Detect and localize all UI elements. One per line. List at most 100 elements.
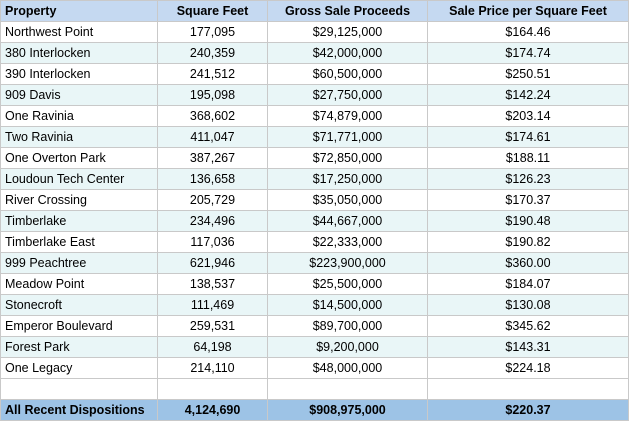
table-row: Timberlake 234,496 $44,667,000 $190.48 (0, 210, 629, 232)
cell-sale-price-per-sqft: $188.11 (427, 147, 629, 169)
cell-sale-price-per-sqft: $345.62 (427, 315, 629, 337)
total-row: All Recent Dispositions 4,124,690 $908,975… (0, 399, 629, 421)
cell-sale-price-per-sqft: $360.00 (427, 252, 629, 274)
cell-sale-price-per-sqft: $250.51 (427, 63, 629, 85)
cell-sale-price-per-sqft: $130.08 (427, 294, 629, 316)
cell-gross-sale-proceeds: $48,000,000 (267, 357, 428, 379)
cell-property: Timberlake East (0, 231, 158, 253)
cell-square-feet: 234,496 (157, 210, 268, 232)
empty-cell (267, 378, 428, 400)
cell-square-feet: 621,946 (157, 252, 268, 274)
empty-cell (0, 378, 158, 400)
cell-sale-price-per-sqft: $184.07 (427, 273, 629, 295)
cell-property: Timberlake (0, 210, 158, 232)
cell-sale-price-per-sqft: $142.24 (427, 84, 629, 106)
cell-square-feet: 177,095 (157, 21, 268, 43)
cell-gross-sale-proceeds: $35,050,000 (267, 189, 428, 211)
header-row: Property Square Feet Gross Sale Proceeds… (0, 0, 629, 22)
cell-square-feet: 214,110 (157, 357, 268, 379)
header-square-feet: Square Feet (157, 0, 268, 22)
cell-square-feet: 64,198 (157, 336, 268, 358)
cell-property: Stonecroft (0, 294, 158, 316)
table-row: Loudoun Tech Center 136,658 $17,250,000 $12… (0, 168, 629, 190)
cell-gross-sale-proceeds: $72,850,000 (267, 147, 428, 169)
cell-property: 909 Davis (0, 84, 158, 106)
cell-gross-sale-proceeds: $42,000,000 (267, 42, 428, 64)
cell-property: Northwest Point (0, 21, 158, 43)
empty-cell (157, 378, 268, 400)
cell-property: River Crossing (0, 189, 158, 211)
total-square-feet: 4,124,690 (157, 399, 268, 421)
cell-sale-price-per-sqft: $164.46 (427, 21, 629, 43)
cell-sale-price-per-sqft: $143.31 (427, 336, 629, 358)
table-body: Northwest Point 177,095 $29,125,000 $164.46… (0, 21, 629, 421)
cell-square-feet: 411,047 (157, 126, 268, 148)
cell-gross-sale-proceeds: $89,700,000 (267, 315, 428, 337)
table-row: River Crossing 205,729 $35,050,000 $170.37 (0, 189, 629, 211)
cell-property: One Legacy (0, 357, 158, 379)
table-row: 909 Davis 195,098 $27,750,000 $142.24 (0, 84, 629, 106)
cell-gross-sale-proceeds: $223,900,000 (267, 252, 428, 274)
cell-property: 390 Interlocken (0, 63, 158, 85)
cell-square-feet: 205,729 (157, 189, 268, 211)
cell-sale-price-per-sqft: $174.61 (427, 126, 629, 148)
cell-gross-sale-proceeds: $71,771,000 (267, 126, 428, 148)
spacer-row (0, 378, 629, 400)
cell-property: 380 Interlocken (0, 42, 158, 64)
cell-square-feet: 117,036 (157, 231, 268, 253)
cell-gross-sale-proceeds: $29,125,000 (267, 21, 428, 43)
cell-sale-price-per-sqft: $190.82 (427, 231, 629, 253)
table-row: Stonecroft 111,469 $14,500,000 $130.08 (0, 294, 629, 316)
cell-sale-price-per-sqft: $224.18 (427, 357, 629, 379)
total-sale-price-per-sqft: $220.37 (427, 399, 629, 421)
cell-property: Meadow Point (0, 273, 158, 295)
table-row: 380 Interlocken 240,359 $42,000,000 $174.74 (0, 42, 629, 64)
cell-property: Loudoun Tech Center (0, 168, 158, 190)
cell-gross-sale-proceeds: $17,250,000 (267, 168, 428, 190)
cell-gross-sale-proceeds: $22,333,000 (267, 231, 428, 253)
header-gross-sale-proceeds: Gross Sale Proceeds (267, 0, 428, 22)
cell-property: One Ravinia (0, 105, 158, 127)
table-row: Northwest Point 177,095 $29,125,000 $164.46 (0, 21, 629, 43)
cell-sale-price-per-sqft: $203.14 (427, 105, 629, 127)
cell-square-feet: 111,469 (157, 294, 268, 316)
header-sale-price-per-sqft: Sale Price per Square Feet (427, 0, 629, 22)
cell-gross-sale-proceeds: $60,500,000 (267, 63, 428, 85)
total-gross-sale-proceeds: $908,975,000 (267, 399, 428, 421)
cell-square-feet: 387,267 (157, 147, 268, 169)
table-row: 390 Interlocken 241,512 $60,500,000 $250.51 (0, 63, 629, 85)
cell-square-feet: 138,537 (157, 273, 268, 295)
table-row: One Overton Park 387,267 $72,850,000 $188.1… (0, 147, 629, 169)
table-row: Emperor Boulevard 259,531 $89,700,000 $345.… (0, 315, 629, 337)
cell-square-feet: 195,098 (157, 84, 268, 106)
table-row: Meadow Point 138,537 $25,500,000 $184.07 (0, 273, 629, 295)
cell-property: Forest Park (0, 336, 158, 358)
total-property: All Recent Dispositions (0, 399, 158, 421)
table-row: Forest Park 64,198 $9,200,000 $143.31 (0, 336, 629, 358)
table-row: Two Ravinia 411,047 $71,771,000 $174.61 (0, 126, 629, 148)
table-row: One Ravinia 368,602 $74,879,000 $203.14 (0, 105, 629, 127)
cell-property: Two Ravinia (0, 126, 158, 148)
cell-sale-price-per-sqft: $190.48 (427, 210, 629, 232)
cell-square-feet: 241,512 (157, 63, 268, 85)
cell-square-feet: 240,359 (157, 42, 268, 64)
cell-sale-price-per-sqft: $126.23 (427, 168, 629, 190)
cell-square-feet: 368,602 (157, 105, 268, 127)
cell-gross-sale-proceeds: $9,200,000 (267, 336, 428, 358)
header-property: Property (0, 0, 158, 22)
cell-square-feet: 259,531 (157, 315, 268, 337)
cell-property: 999 Peachtree (0, 252, 158, 274)
cell-gross-sale-proceeds: $14,500,000 (267, 294, 428, 316)
table-row: One Legacy 214,110 $48,000,000 $224.18 (0, 357, 629, 379)
cell-gross-sale-proceeds: $25,500,000 (267, 273, 428, 295)
empty-cell (427, 378, 629, 400)
table-row: 999 Peachtree 621,946 $223,900,000 $360.00 (0, 252, 629, 274)
cell-gross-sale-proceeds: $27,750,000 (267, 84, 428, 106)
cell-property: Emperor Boulevard (0, 315, 158, 337)
cell-gross-sale-proceeds: $44,667,000 (267, 210, 428, 232)
table-row: Timberlake East 117,036 $22,333,000 $190.82 (0, 231, 629, 253)
cell-sale-price-per-sqft: $174.74 (427, 42, 629, 64)
cell-gross-sale-proceeds: $74,879,000 (267, 105, 428, 127)
cell-property: One Overton Park (0, 147, 158, 169)
